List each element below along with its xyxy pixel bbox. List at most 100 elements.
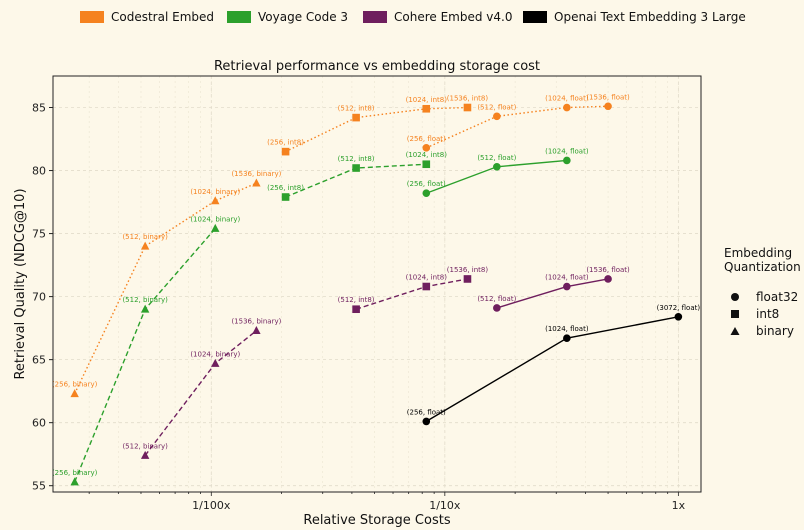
- series-2: [422, 102, 612, 152]
- data-point-circle: [604, 102, 612, 111]
- quantization-legend-title-1: Embedding: [724, 246, 792, 260]
- data-point-triangle: [211, 196, 220, 205]
- series-5: [422, 156, 571, 198]
- data-point-triangle: [252, 326, 261, 335]
- data-point-label: (1024, int8): [406, 274, 448, 282]
- data-point-square: [422, 104, 431, 113]
- data-point-square: [352, 113, 360, 122]
- y-tick-label: 70: [32, 291, 46, 304]
- data-point-label: (512, int8): [338, 296, 375, 304]
- square-marker-icon: [731, 310, 739, 318]
- data-point-circle: [422, 144, 431, 152]
- series-line: [74, 182, 257, 394]
- data-point-label: (256, binary): [52, 469, 98, 477]
- data-point-square: [422, 282, 431, 291]
- data-point-label: (256, float): [407, 408, 446, 416]
- data-point-label: (256, binary): [52, 381, 98, 389]
- data-point-circle: [493, 304, 501, 312]
- y-tick-label: 65: [32, 354, 46, 367]
- data-point-triangle: [252, 178, 261, 187]
- series-9: [422, 312, 683, 426]
- data-point-label: (512, float): [477, 154, 516, 162]
- series-6: [140, 326, 261, 459]
- data-point-square: [281, 193, 290, 201]
- y-tick-label: 75: [32, 228, 46, 241]
- data-point-label: (1024, int8): [406, 151, 448, 159]
- quantization-legend-title-2: Quantization: [724, 260, 801, 274]
- data-point-label: (512, int8): [338, 155, 375, 163]
- y-tick-label: 55: [32, 480, 46, 493]
- legend-label-voyage: Voyage Code 3: [258, 10, 348, 24]
- data-point-label: (256, int8): [267, 184, 304, 192]
- legend-label-codestral: Codestral Embed: [111, 10, 214, 24]
- legend-label-cohere: Cohere Embed v4.0: [394, 10, 512, 24]
- legend-swatch-cohere: [363, 11, 387, 23]
- data-point-label: (1536, int8): [447, 266, 489, 274]
- data-point-label: (1024, binary): [190, 188, 240, 196]
- data-point-label: (1024, float): [545, 325, 589, 333]
- data-point-square: [422, 160, 431, 169]
- data-point-circle: [674, 312, 683, 321]
- data-point-label: (256, int8): [267, 139, 304, 147]
- series-7: [352, 275, 472, 314]
- series-8: [493, 275, 612, 312]
- data-point-triangle: [70, 477, 79, 486]
- x-axis-title: Relative Storage Costs: [303, 513, 450, 528]
- data-point-circle: [493, 112, 501, 121]
- data-point-label: (1024, binary): [190, 216, 240, 224]
- axis-ticks: 55 60 65 70 75 80 85 1/100x 1/10x 1x: [32, 102, 686, 512]
- series-1: [281, 103, 472, 156]
- data-point-square: [463, 275, 472, 283]
- x-tick-label: 1/10x: [429, 499, 461, 512]
- grid: [53, 76, 701, 492]
- data-point-circle: [422, 417, 431, 426]
- data-point-triangle: [140, 304, 150, 313]
- data-point-square: [281, 147, 290, 156]
- data-point-circle: [563, 103, 571, 112]
- legend-swatch-openai: [523, 11, 547, 23]
- data-point-label: (1536, int8): [447, 95, 489, 103]
- data-point-label: (3072, float): [657, 304, 701, 312]
- triangle-marker-icon: [730, 327, 740, 335]
- data-point-label: (1024, float): [545, 95, 589, 103]
- data-point-label: (1024, binary): [190, 350, 240, 358]
- legend-label-openai: Openai Text Embedding 3 Large: [554, 10, 746, 24]
- data-point-circle: [422, 189, 431, 198]
- series-0: [70, 178, 261, 398]
- data-point-label: (512, binary): [122, 296, 168, 304]
- quantization-legend: Embedding Quantization float32 int8 bina…: [724, 246, 801, 338]
- data-point-label: (512, float): [477, 295, 516, 303]
- data-point-square: [352, 164, 360, 172]
- series-line: [426, 105, 609, 149]
- x-tick-label: 1x: [672, 499, 686, 512]
- series-layer: [70, 102, 683, 486]
- data-point-circle: [604, 275, 612, 283]
- data-point-triangle: [140, 450, 150, 459]
- data-point-label: (1536, float): [586, 93, 630, 101]
- quantization-legend-int8: int8: [756, 307, 779, 321]
- data-point-label: (1024, float): [545, 147, 589, 155]
- y-tick-label: 80: [32, 165, 46, 178]
- plot-area: [53, 76, 701, 492]
- data-point-label: (512, int8): [338, 105, 375, 113]
- legend-swatch-codestral: [80, 11, 104, 23]
- circle-marker-icon: [731, 293, 739, 301]
- data-point-circle: [563, 156, 571, 165]
- data-point-triangle: [211, 223, 220, 232]
- data-point-triangle: [140, 241, 150, 250]
- y-axis-title: Retrieval Quality (NDCG@10): [13, 188, 28, 379]
- plot-frame: [52, 75, 702, 493]
- data-point-label: (512, float): [477, 103, 516, 111]
- data-point-label: (1536, float): [586, 266, 630, 274]
- data-point-label: (512, binary): [122, 233, 168, 241]
- data-point-triangle: [211, 358, 220, 367]
- data-point-label: (1536, binary): [231, 318, 281, 326]
- data-point-square: [463, 103, 472, 112]
- data-point-label: (1024, float): [545, 274, 589, 282]
- y-tick-label: 60: [32, 417, 46, 430]
- data-point-triangle: [70, 389, 79, 398]
- quantization-legend-binary: binary: [756, 324, 794, 338]
- data-point-circle: [563, 334, 571, 343]
